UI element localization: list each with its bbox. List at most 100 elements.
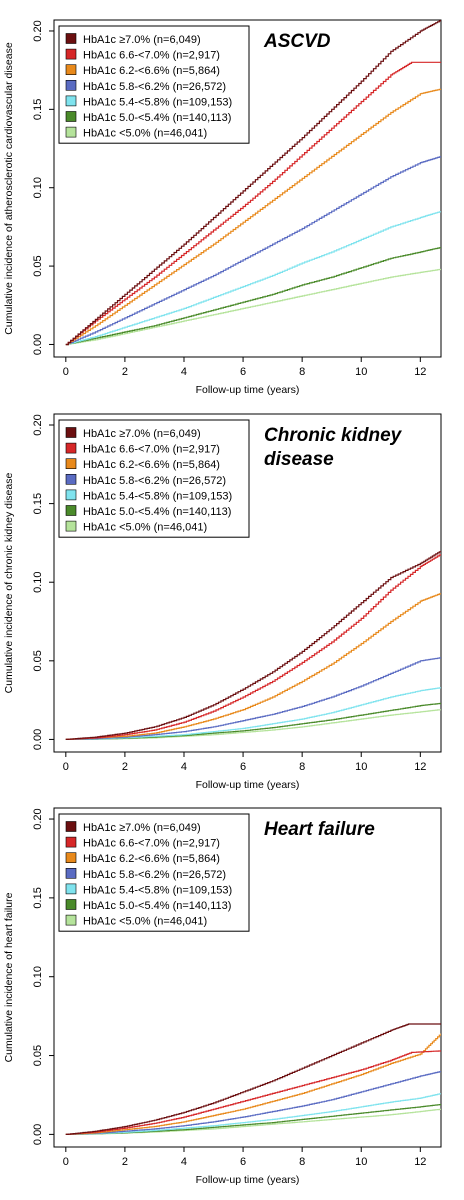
y-tick-label: 0.00 [32,729,44,750]
legend-label: HbA1c 5.0-<5.4% (n=140,113) [83,506,231,518]
y-tick-label: 0.20 [32,20,44,41]
x-tick-label: 10 [355,1156,367,1168]
series-line-5 [65,211,441,346]
legend-swatch [65,458,77,470]
legend-label: HbA1c 5.4-<5.8% (n=109,153) [83,96,232,108]
x-tick-label: 6 [240,1156,246,1168]
legend-swatch [65,899,77,910]
x-tick-label: 0 [63,366,69,378]
legend-label: HbA1c ≥7.0% (n=6,049) [83,34,201,46]
series-line-3 [65,88,441,346]
legend: HbA1c ≥7.0% (n=6,049) HbA1c 6.6-<7.0% (n=… [58,419,250,538]
series-line-5 [65,1093,441,1135]
series-line-5 [65,687,441,740]
ascvd-panel: 0 2 4 6 8 10 12 0.00 0.05 0.10 0.15 0.20 Follow-up t… [3,19,442,396]
series-group [65,1023,441,1135]
x-tick-label: 6 [240,366,246,378]
y-tick-label: 0.20 [32,808,44,829]
x-tick-label: 10 [355,366,367,378]
series-line-2 [65,1050,441,1135]
x-tick-label: 2 [122,761,128,773]
legend-swatch [65,867,77,879]
series-line-4 [65,156,441,346]
series-line-6 [65,1104,441,1135]
ascvd-title: ASCVD [263,31,331,52]
legend-swatch [65,505,77,516]
legend-swatch [65,33,77,44]
plot-frame [53,807,442,1148]
chronic-kidney-disease-title: Chronic kidney [264,425,403,446]
series-line-6 [65,247,441,346]
legend-swatch [65,836,77,848]
legend-box [58,419,250,538]
legend-swatch [65,821,77,832]
y-tick-label: 0.15 [32,99,44,120]
legend-swatch [65,852,77,864]
x-tick-label: 8 [299,366,305,378]
legend-swatch [65,48,77,60]
legend-label: HbA1c 6.6-<7.0% (n=2,917) [83,838,220,850]
legend-label: HbA1c 5.8-<6.2% (n=26,572) [83,475,226,487]
y-tick-label: 0.05 [32,255,44,276]
y-axis-title: Cumulative incidence of atherosclerotic … [3,42,15,335]
legend-label: HbA1c 5.0-<5.4% (n=140,113) [83,900,231,912]
x-axis-title: Follow-up time (years) [196,1174,300,1186]
series-line-6 [65,702,441,740]
series-line-1 [65,1023,441,1135]
series-line-7 [65,709,441,740]
legend-swatch [65,914,77,926]
legend-swatch [65,64,77,75]
legend-label: HbA1c ≥7.0% (n=6,049) [83,822,201,834]
legend-swatch [65,473,77,485]
legend-swatch [65,883,77,895]
x-tick-label: 6 [240,761,246,773]
series-group [65,550,441,740]
x-tick-label: 2 [122,1156,128,1168]
y-axis-title: Cumulative incidence of heart failure [3,892,15,1062]
series-line-3 [65,1033,441,1135]
legend-label: HbA1c 5.4-<5.8% (n=109,153) [83,884,232,896]
legend-label: HbA1c 5.8-<6.2% (n=26,572) [83,81,226,93]
y-tick-label: 0.15 [32,493,44,514]
legend-box [58,813,250,932]
legend: HbA1c ≥7.0% (n=6,049) HbA1c 6.6-<7.0% (n=… [58,813,250,932]
x-tick-label: 10 [355,761,367,773]
x-tick-label: 8 [299,1156,305,1168]
legend-label: HbA1c <5.0% (n=46,041) [83,522,207,534]
legend-label: HbA1c 6.2-<6.6% (n=5,864) [83,853,220,865]
plot-frame [53,19,442,358]
y-tick-label: 0.00 [32,334,44,355]
plot-frame [53,413,442,753]
x-tick-label: 0 [63,761,69,773]
x-tick-label: 4 [181,761,187,773]
y-tick-label: 0.00 [32,1124,44,1145]
legend-label: HbA1c 6.2-<6.6% (n=5,864) [83,459,220,471]
x-tick-label: 0 [63,1156,69,1168]
x-tick-label: 12 [414,366,426,378]
y-tick-label: 0.10 [32,572,44,593]
x-tick-label: 12 [414,1156,426,1168]
heart-failure-title: Heart failure [264,819,375,840]
series-line-7 [65,268,441,346]
chronic-kidney-disease-title: disease [264,449,334,470]
legend-swatch [65,489,77,501]
legend: HbA1c ≥7.0% (n=6,049) HbA1c 6.6-<7.0% (n=… [58,25,250,144]
legend-swatch [65,95,77,107]
series-line-2 [65,553,441,740]
legend-label: HbA1c ≥7.0% (n=6,049) [83,428,201,440]
legend-swatch [65,126,77,138]
series-line-1 [65,550,441,740]
series-line-2 [65,61,441,346]
x-axis-title: Follow-up time (years) [196,384,300,396]
y-tick-label: 0.20 [32,414,44,435]
legend-label: HbA1c 6.6-<7.0% (n=2,917) [83,444,220,456]
legend-swatch [65,520,77,532]
series-line-4 [65,657,441,740]
legend-label: HbA1c <5.0% (n=46,041) [83,128,207,140]
legend-swatch [65,442,77,454]
x-tick-label: 4 [181,366,187,378]
legend-label: HbA1c 5.8-<6.2% (n=26,572) [83,869,226,881]
y-tick-label: 0.15 [32,887,44,908]
x-tick-label: 8 [299,761,305,773]
